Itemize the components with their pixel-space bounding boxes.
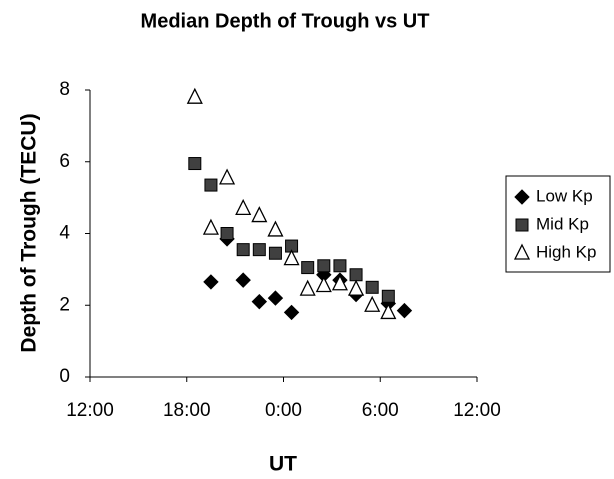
diamond-marker — [396, 302, 413, 319]
triangle-marker — [380, 302, 397, 320]
diamond-marker — [267, 290, 284, 306]
legend-marker — [515, 218, 529, 232]
y-tick-label: 0 — [59, 366, 70, 387]
y-tick-label: 6 — [59, 151, 70, 172]
triangle-marker — [331, 274, 348, 291]
square-marker — [301, 261, 315, 275]
square-marker — [349, 268, 363, 282]
square-marker — [236, 243, 250, 257]
triangle-marker — [299, 279, 316, 296]
square-marker — [268, 246, 282, 260]
x-tick-label: 0:00 — [265, 400, 302, 421]
legend-label: Mid Kp — [536, 214, 589, 233]
triangle-marker — [219, 168, 236, 185]
triangle-marker — [364, 295, 381, 312]
square-marker — [220, 227, 234, 240]
x-tick-label: 12:00 — [453, 400, 501, 421]
square-marker — [381, 289, 395, 303]
diamond-marker — [283, 304, 300, 321]
x-tick-label: 12:00 — [66, 400, 114, 421]
legend-label: High Kp — [536, 242, 596, 261]
chart-title: Median Depth of Trough vs UT — [141, 10, 430, 32]
triangle-marker — [315, 276, 332, 293]
diamond-marker — [203, 274, 219, 290]
x-axis-label: UT — [269, 453, 297, 476]
triangle-marker — [235, 198, 252, 216]
legend-label: Low Kp — [536, 186, 593, 205]
square-marker — [365, 280, 379, 294]
triangle-marker — [251, 206, 268, 223]
legend-marker — [514, 189, 530, 205]
triangle-marker — [267, 220, 284, 237]
y-tick-label: 8 — [59, 79, 70, 100]
y-axis-label: Depth of Trough (TECU) — [18, 113, 41, 352]
square-marker — [188, 157, 202, 171]
y-tick-label: 4 — [59, 223, 70, 244]
square-marker — [333, 259, 347, 273]
triangle-marker — [283, 249, 300, 266]
square-marker — [252, 243, 266, 257]
diamond-marker — [235, 272, 251, 288]
y-tick-label: 2 — [59, 294, 70, 315]
square-marker — [317, 259, 331, 273]
x-tick-label: 18:00 — [163, 400, 211, 421]
triangle-marker — [186, 87, 203, 104]
triangle-marker — [202, 218, 219, 235]
triangle-marker — [348, 279, 365, 296]
square-marker — [204, 178, 218, 192]
x-tick-label: 6:00 — [362, 400, 399, 421]
diamond-marker — [251, 293, 268, 310]
legend-marker — [513, 243, 531, 260]
